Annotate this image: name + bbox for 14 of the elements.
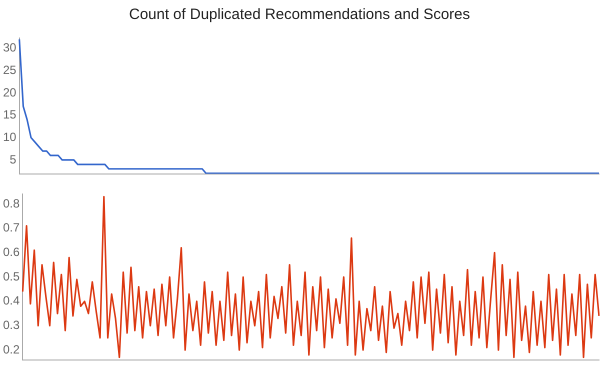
y-tick-label: 0.4 <box>2 294 20 308</box>
y-tick-label: 0.2 <box>2 342 20 356</box>
y-tick-label: 0.7 <box>2 220 20 235</box>
y-tick-label: 15 <box>2 108 17 122</box>
y-tick-label: 20 <box>2 85 17 100</box>
y-tick-label: 0.3 <box>2 318 20 332</box>
chart-title: Count of Duplicated Recommendations and Scores <box>128 6 470 24</box>
y-tick-label: 10 <box>2 130 17 144</box>
y-tick-label: 30 <box>2 40 17 55</box>
y-tick-label: 0.5 <box>2 269 20 284</box>
y-tick-label: 0.8 <box>2 196 20 210</box>
y-tick-label: 5 <box>10 152 17 166</box>
y-tick-label: 0.6 <box>2 244 20 259</box>
y-tick-label: 25 <box>2 62 17 77</box>
